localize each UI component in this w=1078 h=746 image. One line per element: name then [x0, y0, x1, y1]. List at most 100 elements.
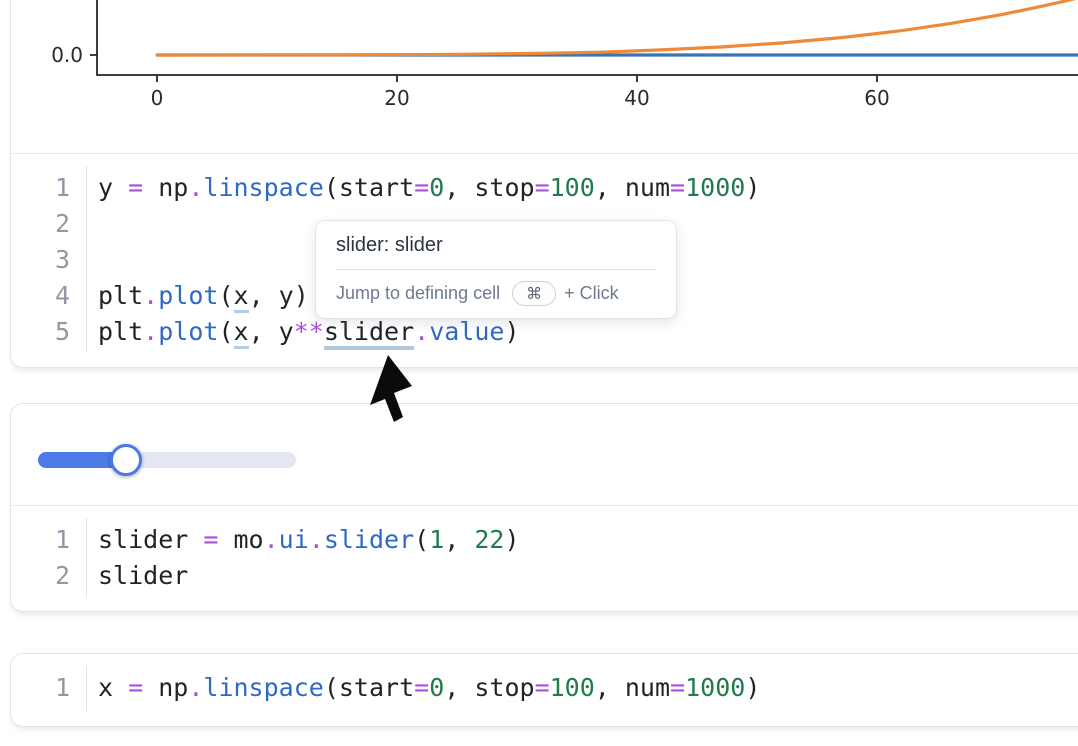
tooltip-title: slider: slider: [336, 234, 443, 256]
slider-handle[interactable]: [110, 444, 142, 476]
code-token: ): [745, 173, 761, 202]
tooltip-click-hint: + Click: [564, 283, 619, 303]
code-token: plot: [158, 317, 219, 346]
line-number: 5: [54, 317, 70, 346]
code-token: =: [534, 673, 550, 702]
code-token: np: [143, 173, 189, 202]
code-token: (: [218, 317, 234, 346]
line-number: 1: [54, 525, 70, 554]
code-editor[interactable]: 1 slider = mo.ui.slider(1, 22) 2 slider: [11, 506, 1078, 609]
code-text: slider = mo.ui.slider(1, 22): [70, 522, 520, 558]
code-token: plot: [158, 281, 219, 310]
x-tick-label: 0: [151, 86, 164, 110]
line-number: 1: [54, 673, 70, 702]
code-token: ): [745, 673, 761, 702]
code-line[interactable]: 3: [11, 242, 1078, 278]
code-token: 1: [429, 525, 445, 554]
code-token: ,: [444, 525, 475, 554]
code-token: value: [429, 317, 505, 346]
code-token: linspace: [203, 173, 324, 202]
variable-reference[interactable]: x: [233, 317, 249, 349]
code-token: (: [218, 281, 234, 310]
gutter-divider: [86, 666, 87, 711]
code-text: [70, 242, 98, 278]
code-token: =: [670, 673, 686, 702]
code-token: 1000: [685, 173, 746, 202]
code-line[interactable]: 2: [11, 206, 1078, 242]
plot-output: 0.0 0 20 40 60: [11, 0, 1078, 154]
code-token: 100: [549, 673, 595, 702]
code-token: =: [534, 173, 550, 202]
code-token: 22: [474, 525, 505, 554]
line-number: 2: [54, 561, 70, 590]
code-token: , num: [594, 673, 671, 702]
code-token: , y: [248, 317, 294, 346]
code-token: plt: [98, 281, 144, 310]
slider-track[interactable]: [38, 444, 296, 476]
line-number: 4: [54, 281, 70, 310]
code-token: 1000: [685, 673, 746, 702]
tooltip-divider: [336, 269, 656, 270]
code-token: 100: [549, 173, 595, 202]
code-token: .: [308, 525, 324, 554]
code-token: =: [670, 173, 686, 202]
code-token: .: [263, 525, 279, 554]
code-token: , stop: [444, 673, 535, 702]
variable-tooltip: slider: slider Jump to defining cell ⌘ +…: [315, 220, 677, 319]
code-token: slider: [98, 561, 189, 590]
code-text: plt.plot(x, y): [70, 278, 309, 314]
x-tick-label: 20: [384, 86, 409, 110]
code-token: (start: [323, 673, 415, 702]
code-token: mo: [218, 525, 264, 554]
y-tick-label: 0.0: [51, 43, 83, 67]
code-token: .: [143, 317, 159, 346]
axis-spines: [96, 0, 1078, 76]
code-line[interactable]: 1 slider = mo.ui.slider(1, 22): [11, 522, 1078, 558]
mouse-cursor-icon: [370, 355, 412, 422]
code-text: y = np.linspace(start=0, stop=100, num=1…: [70, 170, 760, 206]
code-token: (start: [323, 173, 415, 202]
x-tick-label: 40: [624, 86, 649, 110]
code-token: .: [414, 317, 430, 346]
code-token: slider: [323, 525, 415, 554]
code-token: plt: [98, 317, 144, 346]
code-token: linspace: [203, 673, 324, 702]
code-token: , y): [248, 281, 309, 310]
variable-reference[interactable]: slider: [323, 317, 415, 350]
code-token: 0: [429, 173, 445, 202]
gutter-divider: [86, 518, 87, 597]
slider-output: [11, 404, 1078, 506]
code-token: .: [188, 673, 204, 702]
matplotlib-figure: 0.0 0 20 40 60: [51, 0, 1078, 110]
line-series-orange: [155, 0, 1076, 57]
code-token: 0: [429, 673, 445, 702]
code-line[interactable]: 4 plt.plot(x, y): [11, 278, 1078, 314]
gutter-divider: [86, 166, 87, 353]
code-line[interactable]: 2 slider: [11, 558, 1078, 594]
x-tick-label: 60: [864, 86, 889, 110]
code-token: =: [414, 173, 430, 202]
variable-reference[interactable]: x: [233, 281, 249, 313]
code-token: y: [98, 173, 129, 202]
command-key-badge: ⌘: [512, 281, 557, 306]
slider-fill: [38, 452, 131, 468]
code-token: =: [128, 173, 144, 202]
code-token: slider: [98, 525, 204, 554]
code-text: slider: [70, 558, 188, 594]
code-line[interactable]: 5 plt.plot(x, y**slider.value): [11, 314, 1078, 350]
code-text: [70, 206, 98, 242]
code-token: , num: [594, 173, 671, 202]
code-token: ui: [278, 525, 309, 554]
code-token: , stop: [444, 173, 535, 202]
line-number: 2: [54, 209, 70, 238]
code-token: =: [203, 525, 219, 554]
code-text: x = np.linspace(start=0, stop=100, num=1…: [70, 670, 760, 706]
code-token: =: [128, 673, 144, 702]
notebook-cell-slider: 1 slider = mo.ui.slider(1, 22) 2 slider: [10, 403, 1078, 612]
